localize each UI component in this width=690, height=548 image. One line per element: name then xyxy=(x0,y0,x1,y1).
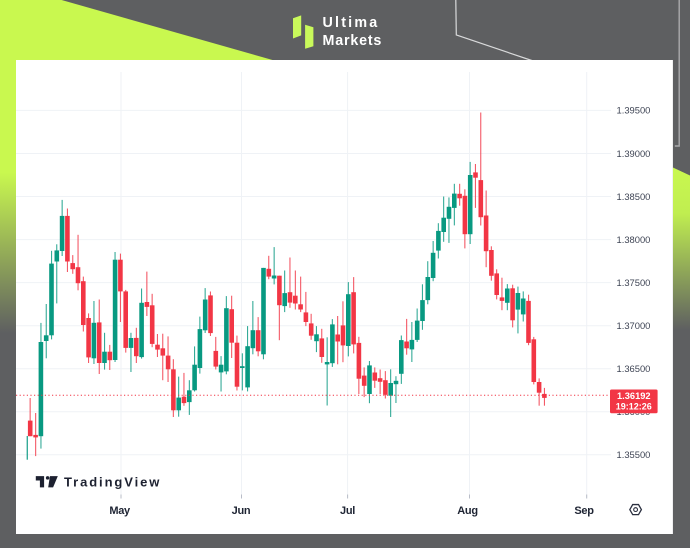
svg-text:1.39500: 1.39500 xyxy=(617,105,651,116)
svg-text:Markets: Markets xyxy=(323,33,383,49)
svg-text:1.38500: 1.38500 xyxy=(617,191,651,202)
svg-text:19:12:26: 19:12:26 xyxy=(616,402,652,412)
svg-text:Aug: Aug xyxy=(457,505,477,517)
svg-text:1.37000: 1.37000 xyxy=(617,320,651,331)
svg-text:1.36192: 1.36192 xyxy=(617,391,651,401)
svg-text:1.36500: 1.36500 xyxy=(617,363,651,374)
svg-text:Jul: Jul xyxy=(340,505,355,517)
svg-text:1.38000: 1.38000 xyxy=(617,234,651,245)
svg-text:Sep: Sep xyxy=(574,505,594,517)
svg-text:1.39000: 1.39000 xyxy=(617,148,651,159)
svg-text:1.35500: 1.35500 xyxy=(617,449,651,460)
svg-text:TradingView: TradingView xyxy=(64,474,161,489)
svg-text:May: May xyxy=(109,505,131,517)
svg-text:Ultima: Ultima xyxy=(323,15,380,31)
svg-text:1.37500: 1.37500 xyxy=(617,277,651,288)
svg-text:Jun: Jun xyxy=(232,505,251,517)
